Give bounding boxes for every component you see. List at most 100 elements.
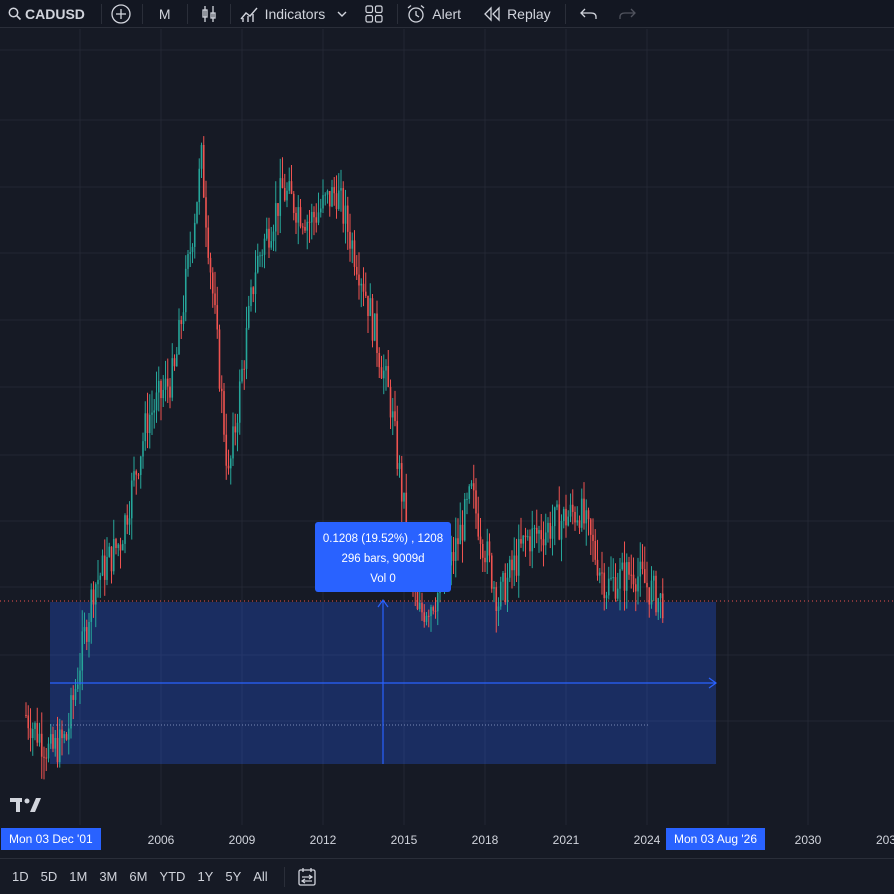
candle-body bbox=[468, 486, 471, 499]
candle-body bbox=[103, 555, 106, 580]
candle-body bbox=[457, 538, 459, 545]
arrow-head-right bbox=[708, 677, 718, 689]
candle-body bbox=[607, 578, 610, 596]
candle-body bbox=[596, 559, 599, 576]
candle-body bbox=[360, 283, 363, 286]
candle-body bbox=[56, 737, 59, 763]
range-button-all[interactable]: All bbox=[253, 869, 268, 884]
undo-button[interactable] bbox=[574, 0, 604, 28]
symbol-search[interactable]: CADUSD bbox=[0, 0, 85, 28]
candle-body bbox=[637, 576, 639, 592]
candle-body bbox=[621, 562, 624, 570]
candle-body bbox=[146, 413, 149, 434]
range-button-1d[interactable]: 1D bbox=[12, 869, 29, 884]
candle-body bbox=[610, 577, 612, 579]
redo-icon bbox=[619, 8, 636, 19]
candle-body bbox=[398, 463, 401, 469]
replay-button[interactable]: Replay bbox=[483, 0, 551, 28]
indicators-button[interactable]: Indicators bbox=[239, 0, 325, 28]
redo-button[interactable] bbox=[604, 0, 650, 28]
toolbar-divider bbox=[100, 3, 102, 24]
candle-body bbox=[241, 368, 243, 382]
chart-type-button[interactable] bbox=[196, 0, 222, 28]
candle-body bbox=[646, 582, 648, 588]
candle-body bbox=[623, 562, 626, 591]
candle-body bbox=[218, 329, 221, 389]
range-button-5d[interactable]: 5D bbox=[40, 869, 58, 884]
candle-body bbox=[616, 588, 619, 599]
candle-body bbox=[517, 539, 520, 576]
candle-body bbox=[225, 434, 228, 466]
range-button-5y[interactable]: 5Y bbox=[225, 869, 242, 884]
search-icon bbox=[8, 7, 22, 21]
goto-date-button[interactable] bbox=[297, 867, 317, 887]
candle-body bbox=[322, 195, 324, 209]
candle-body bbox=[254, 272, 257, 295]
candle-body bbox=[139, 456, 142, 475]
compare-symbol-button[interactable] bbox=[110, 0, 132, 28]
candle-body bbox=[650, 580, 653, 605]
candle-body bbox=[288, 181, 291, 191]
candle-body bbox=[301, 226, 304, 228]
candle-body bbox=[562, 508, 565, 522]
candle-body bbox=[34, 723, 36, 729]
candle-body bbox=[281, 178, 284, 188]
candle-body bbox=[454, 538, 457, 561]
candle-body bbox=[108, 546, 111, 557]
interval-button[interactable]: M bbox=[158, 5, 171, 22]
chart-pane[interactable] bbox=[0, 29, 894, 825]
range-button-3m[interactable]: 3M bbox=[99, 869, 118, 884]
candle-body bbox=[643, 569, 646, 583]
candle-body bbox=[493, 587, 495, 589]
candle-body bbox=[535, 527, 538, 534]
candle-body bbox=[151, 412, 153, 415]
range-button-ytd[interactable]: YTD bbox=[159, 869, 186, 884]
candle-body bbox=[423, 612, 426, 622]
candle-body bbox=[567, 516, 570, 526]
candle-body bbox=[502, 572, 504, 582]
range-button-6m[interactable]: 6M bbox=[129, 869, 148, 884]
candle-body bbox=[382, 370, 385, 379]
candle-body bbox=[144, 413, 147, 442]
candle-body bbox=[632, 574, 635, 585]
candle-body bbox=[657, 598, 660, 613]
range-bar: 1D 5D 1M 3M 6M YTD 1Y 5Y All bbox=[0, 858, 894, 894]
candlestick-chart[interactable] bbox=[0, 29, 894, 825]
candle-body bbox=[211, 272, 214, 294]
candle-body bbox=[630, 574, 633, 576]
layouts-button[interactable] bbox=[365, 0, 383, 28]
candle-body bbox=[598, 572, 601, 576]
time-tick: 2024 bbox=[633, 833, 661, 847]
candle-body bbox=[121, 543, 124, 551]
candle-body bbox=[387, 366, 390, 387]
range-end-date-label: Mon 03 Aug '26 bbox=[666, 828, 766, 850]
candle-body bbox=[124, 515, 126, 544]
candle-body bbox=[526, 536, 529, 538]
candle-body bbox=[376, 313, 378, 353]
candle-body bbox=[94, 584, 97, 605]
candle-body bbox=[353, 240, 356, 267]
tradingview-logo[interactable] bbox=[10, 796, 42, 817]
candle-body bbox=[655, 575, 657, 613]
toolbar-divider bbox=[564, 3, 566, 24]
range-button-1y[interactable]: 1Y bbox=[197, 869, 214, 884]
candle-body bbox=[128, 518, 131, 525]
candle-body bbox=[173, 358, 176, 367]
candle-body bbox=[286, 190, 288, 201]
candle-body bbox=[178, 320, 180, 355]
candle-body bbox=[81, 631, 84, 671]
candle-body bbox=[277, 203, 279, 216]
candle-body bbox=[101, 555, 104, 576]
time-axis[interactable]: 2006 2009 2012 2015 2018 2021 2024 2030 … bbox=[0, 826, 894, 854]
candle-body bbox=[373, 313, 376, 341]
measure-tooltip: 0.1208 (19.52%) , 1208 296 bars, 9009d V… bbox=[315, 522, 451, 592]
candle-body bbox=[317, 212, 320, 223]
range-button-1m[interactable]: 1M bbox=[69, 869, 88, 884]
candle-body bbox=[364, 291, 367, 296]
alert-button[interactable]: Alert bbox=[406, 0, 461, 28]
candle-body bbox=[155, 392, 158, 411]
chevron-down-icon[interactable] bbox=[337, 0, 347, 28]
candle-body bbox=[484, 557, 486, 563]
symbol-label: CADUSD bbox=[25, 5, 85, 22]
candle-body bbox=[367, 295, 369, 316]
